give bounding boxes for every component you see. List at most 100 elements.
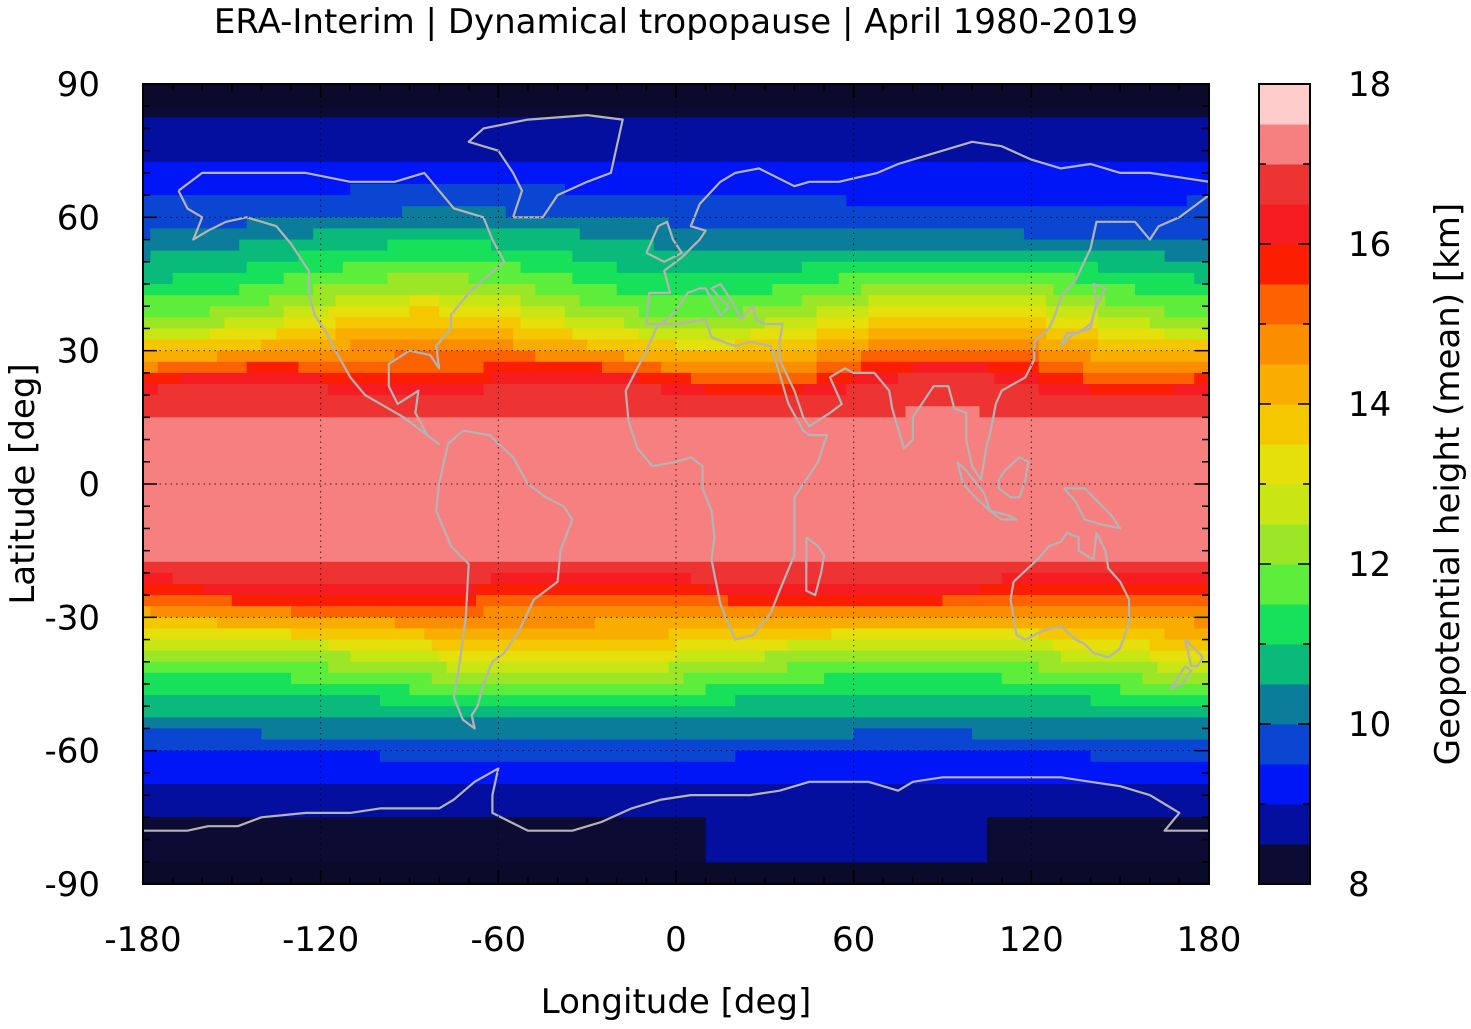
map-cell: [150, 250, 300, 263]
map-cell: [172, 572, 492, 585]
map-cell: [394, 350, 536, 363]
map-cell: [143, 817, 707, 830]
colorbar-segment: [1259, 364, 1310, 405]
map-cell: [143, 506, 1209, 518]
map-cell: [676, 339, 736, 352]
map-cell: [231, 595, 477, 607]
map-cell: [1164, 306, 1209, 318]
map-cell: [513, 328, 573, 341]
map-cell: [868, 306, 1047, 318]
map-cell: [1120, 684, 1209, 696]
colorbar-tick-label: 16: [1348, 225, 1391, 265]
x-tick-label: 180: [1177, 920, 1242, 960]
map-cell: [727, 595, 944, 607]
coastline: [1009, 531, 1131, 659]
map-cell: [750, 328, 818, 341]
map-cell: [861, 361, 914, 374]
map-cell: [143, 572, 174, 585]
x-tick-label: 60: [832, 920, 875, 960]
map-cell: [143, 784, 1209, 796]
map-cell: [520, 317, 566, 330]
map-cell: [676, 639, 788, 652]
map-cell: [424, 628, 670, 641]
colorbar-frame: [1258, 83, 1311, 885]
map-cell: [668, 661, 788, 674]
map-cell: [520, 261, 618, 274]
map-cell: [1097, 306, 1166, 318]
map-cell: [143, 206, 403, 218]
map-cell: [157, 361, 248, 374]
map-cell: [217, 617, 396, 630]
colorbar-segment: [1259, 124, 1310, 165]
map-cell: [979, 406, 1209, 418]
map-cell: [772, 284, 862, 296]
map-cell: [150, 228, 314, 241]
map-cell: [291, 672, 433, 685]
map-cell: [735, 339, 818, 352]
map-cell: [143, 528, 1209, 541]
map-cell: [1097, 328, 1166, 341]
map-cell: [1171, 384, 1209, 396]
map-cell: [690, 372, 818, 385]
map-cell: [705, 850, 988, 863]
map-cell: [1038, 384, 1092, 396]
map-cell: [143, 239, 240, 252]
map-cell: [1149, 317, 1209, 330]
map-cell: [239, 239, 388, 252]
x-axis-label: Longitude [deg]: [541, 982, 812, 1022]
colorbar: [1259, 83, 1310, 885]
map-cell: [801, 384, 847, 396]
map-cell: [572, 328, 640, 341]
coastline: [624, 318, 829, 641]
map-cell: [1046, 317, 1099, 330]
map-cell: [468, 272, 573, 285]
map-cell: [676, 650, 766, 663]
map-cell: [143, 495, 1209, 507]
map-cell: [143, 795, 1209, 807]
map-cell: [1097, 317, 1151, 330]
map-cell: [143, 417, 1209, 430]
colorbar-segment: [1259, 244, 1310, 285]
map-cell: [986, 839, 1209, 852]
map-cell: [143, 284, 240, 296]
map-cell: [217, 350, 396, 363]
map-cell: [320, 372, 492, 385]
map-cell: [1038, 350, 1092, 363]
map-cell: [143, 361, 159, 374]
gridlines: [143, 84, 1209, 884]
map-cell: [1097, 339, 1209, 352]
map-cell: [505, 206, 1209, 218]
y-tick-label: 90: [57, 65, 100, 105]
map-cell: [180, 372, 322, 385]
map-cell: [335, 328, 514, 341]
colorbar-segment: [1259, 804, 1310, 845]
coastline: [989, 509, 1018, 521]
map-cell: [143, 839, 707, 852]
map-cell: [513, 339, 588, 352]
map-cell: [1194, 372, 1209, 385]
map-cell: [787, 661, 1040, 674]
map-cell: [735, 750, 1092, 763]
map-cell: [535, 284, 618, 296]
map-cell: [742, 306, 818, 318]
map-cell: [1038, 628, 1166, 641]
map-cell: [705, 384, 803, 396]
coastline: [805, 536, 826, 597]
chart-title: ERA-Interim | Dynamical tropopause | Apr…: [214, 2, 1138, 42]
coastline: [645, 220, 684, 263]
map-cell: [143, 406, 907, 418]
map-cell: [143, 850, 707, 863]
map-cell: [624, 317, 766, 330]
colorbar-segment: [1259, 644, 1310, 685]
map-cell: [209, 306, 285, 318]
map-cell: [246, 261, 344, 274]
map-cell: [668, 628, 833, 641]
map-cell: [342, 261, 522, 274]
map-cell: [143, 195, 847, 207]
map-cell: [379, 695, 736, 707]
map-cell: [143, 317, 226, 330]
map-cell: [328, 306, 411, 318]
map-cell: [446, 661, 670, 674]
map-cell: [1038, 361, 1084, 374]
map-cell: [409, 306, 440, 318]
